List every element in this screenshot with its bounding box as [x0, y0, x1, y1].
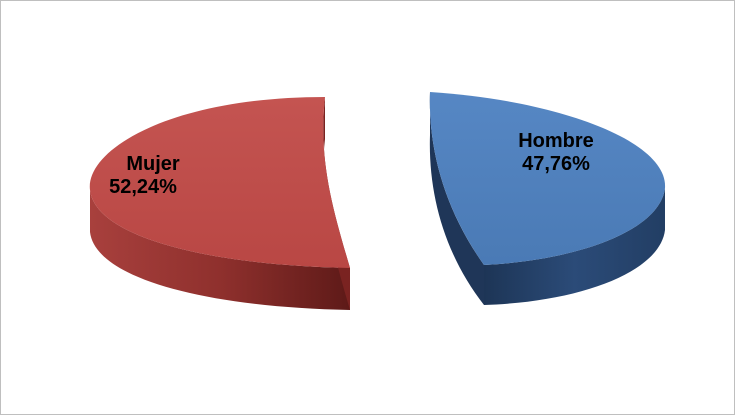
slice-label-hombre-value: 47,76% [522, 153, 590, 175]
slice-mujer-side [90, 190, 350, 310]
slice-hombre-top [429, 92, 666, 265]
slice-mujer [89, 97, 350, 310]
slice-label-hombre-name: Hombre [518, 130, 594, 152]
slice-mujer-top [89, 97, 350, 268]
slice-hombre-cut-face [429, 92, 484, 305]
slice-hombre [429, 92, 666, 305]
slice-label-mujer-name: Mujer [126, 153, 180, 175]
slice-label-mujer-value: 52,24% [109, 176, 177, 198]
slice-hombre-side [484, 188, 665, 305]
